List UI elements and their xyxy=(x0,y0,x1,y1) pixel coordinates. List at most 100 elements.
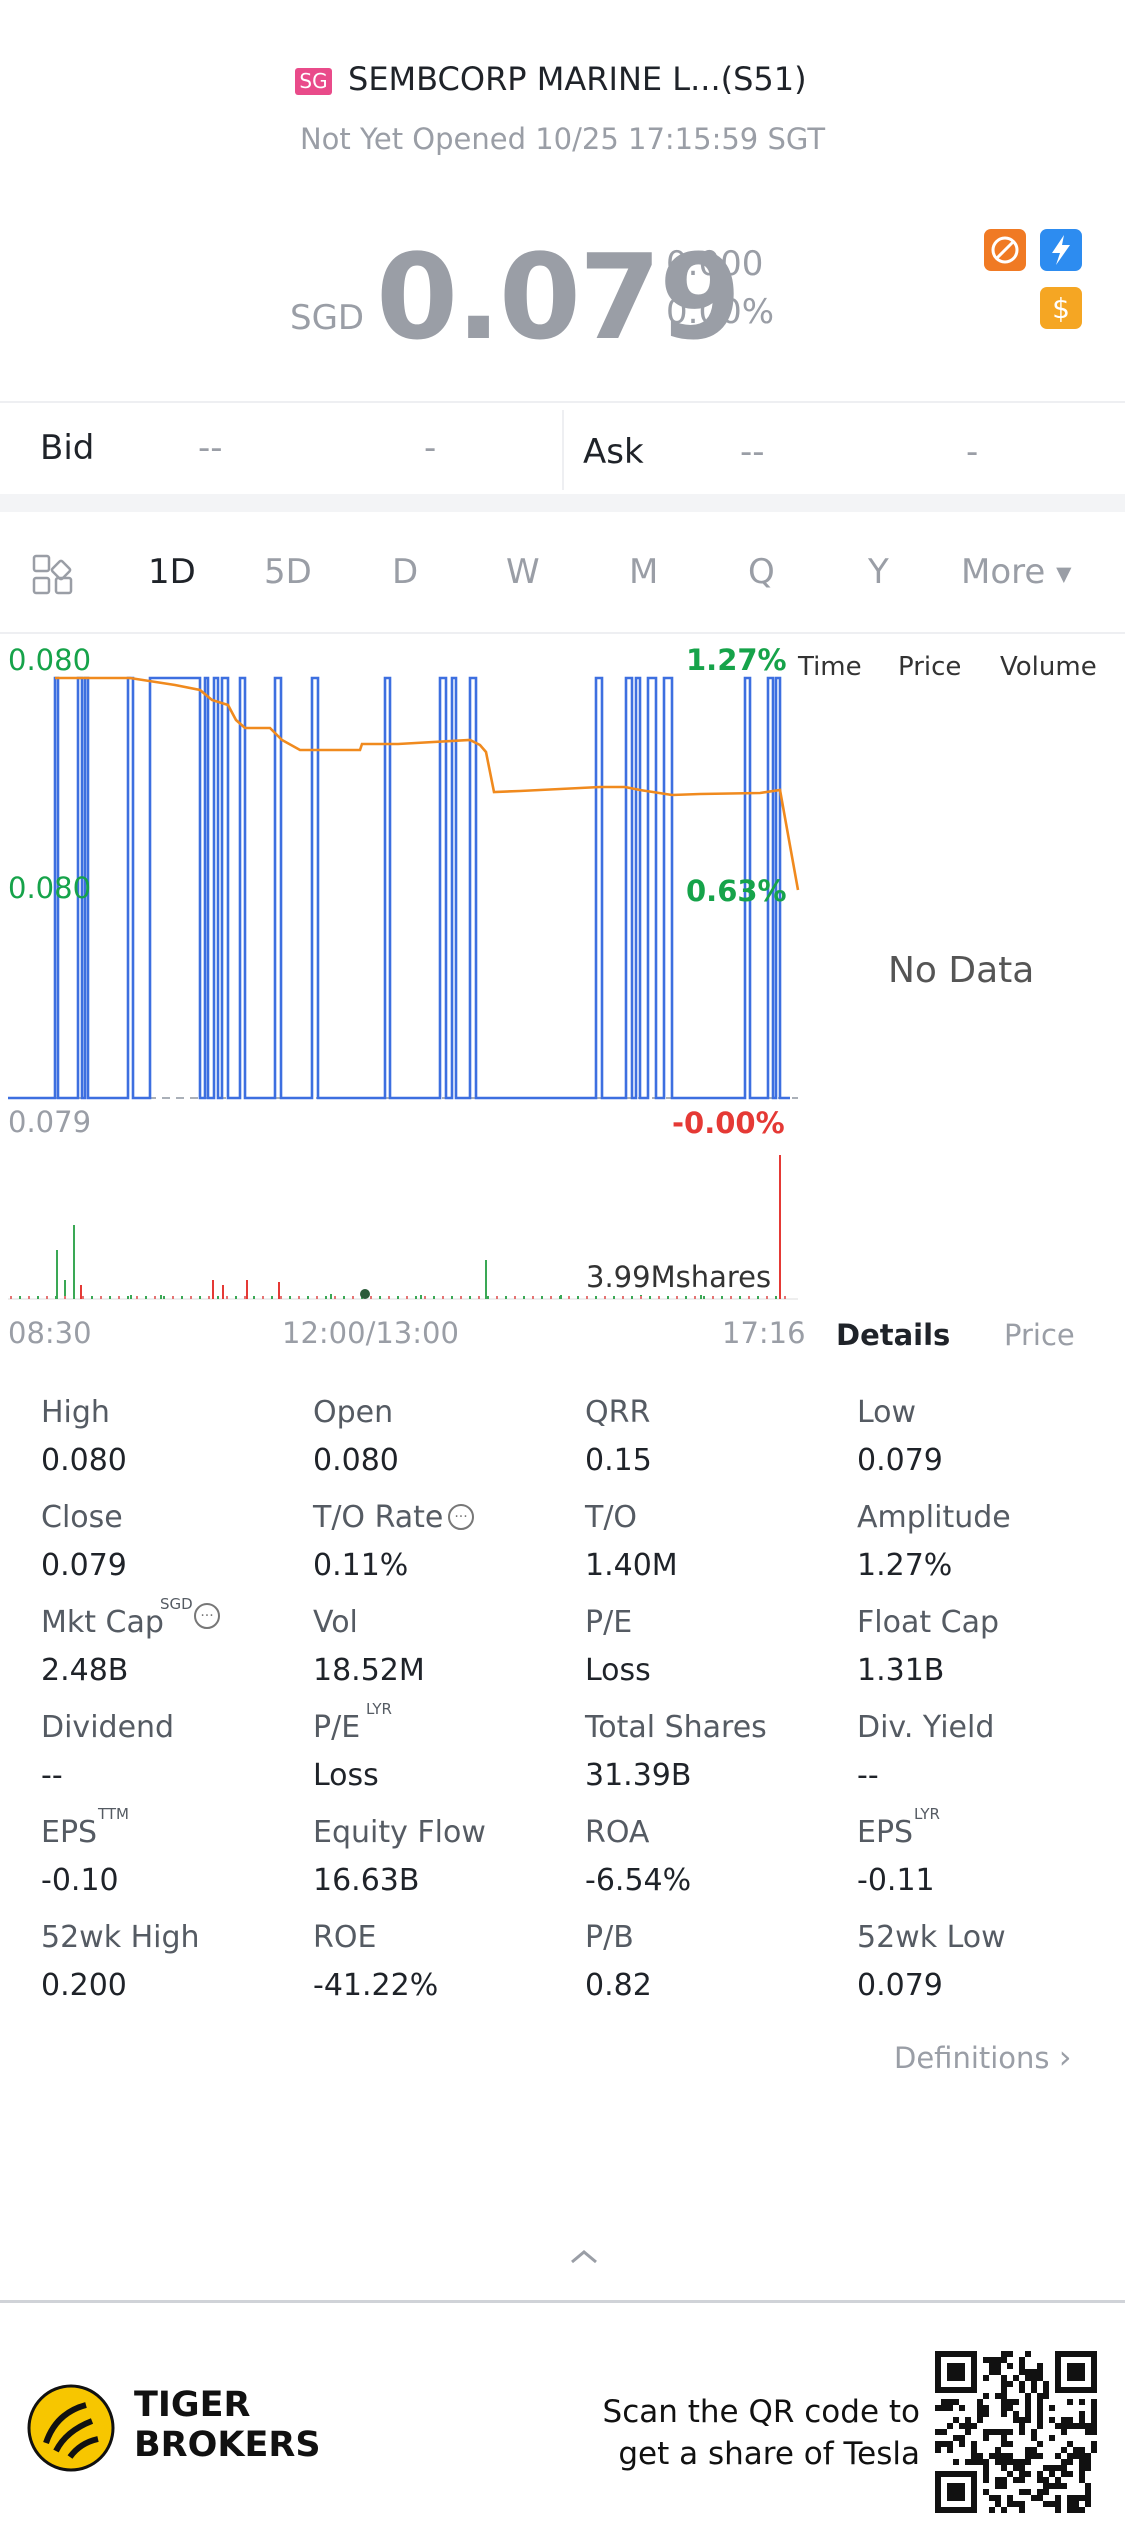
tab-y[interactable]: Y xyxy=(868,552,889,592)
volume-bar xyxy=(460,1296,462,1299)
pct-label-top: 1.27% xyxy=(686,643,787,677)
tab-w[interactable]: W xyxy=(506,552,540,592)
stat-qrr-value: 0.15 xyxy=(585,1443,652,1478)
stat-total-shares-value: 31.39B xyxy=(585,1758,692,1793)
tab-1d[interactable]: 1D xyxy=(148,552,196,592)
stat-dividend-label: Dividend xyxy=(41,1710,175,1745)
promo-text: Scan the QR code to get a share of Tesla xyxy=(560,2391,920,2475)
volume-bar xyxy=(613,1296,615,1299)
caret-down-icon: ▼ xyxy=(1056,561,1072,586)
more-info-icon[interactable]: ··· xyxy=(448,1504,474,1530)
stat-52wk-high-value: 0.200 xyxy=(41,1968,127,2003)
volume-total-label: 3.99Mshares xyxy=(586,1260,772,1294)
stat-equity-flow-value: 16.63B xyxy=(313,1863,420,1898)
volume-bar xyxy=(631,1296,633,1299)
lightning-icon[interactable] xyxy=(1040,229,1082,271)
volume-bar xyxy=(397,1296,399,1299)
volume-bar xyxy=(181,1296,183,1299)
volume-bar xyxy=(190,1296,192,1299)
stat-qrr-label: QRR xyxy=(585,1395,651,1430)
ask-price: -- xyxy=(740,432,765,472)
volume-bar xyxy=(208,1296,210,1299)
trades-header-volume: Volume xyxy=(1000,652,1097,682)
volume-bar xyxy=(325,1296,327,1299)
volume-bar xyxy=(559,1296,561,1299)
grid-layout-icon[interactable] xyxy=(32,554,74,600)
stat-equity-flow-label: Equity Flow xyxy=(313,1815,486,1850)
tab-5d[interactable]: 5D xyxy=(264,552,312,592)
tab-details[interactable]: Details xyxy=(836,1318,951,1352)
market-tag: SG xyxy=(295,68,332,95)
volume-bar xyxy=(73,1296,75,1299)
ask-label: Ask xyxy=(583,432,644,472)
tab-price[interactable]: Price xyxy=(1004,1318,1075,1352)
volume-bar xyxy=(784,1296,786,1299)
volume-bar xyxy=(253,1296,255,1299)
volume-bar xyxy=(757,1296,759,1299)
y-label-top: 0.080 xyxy=(8,643,92,677)
stat-52wk-low-value: 0.079 xyxy=(857,1968,943,2003)
volume-bar xyxy=(127,1296,129,1299)
stat-high-label: High xyxy=(41,1395,110,1430)
volume-bar xyxy=(658,1296,660,1299)
volume-bar xyxy=(10,1296,12,1299)
brand-line1: TIGER xyxy=(134,2385,251,2425)
volume-bar xyxy=(307,1296,309,1299)
bid-size: - xyxy=(424,428,437,468)
volume-bar xyxy=(379,1296,381,1299)
bid-label: Bid xyxy=(40,428,95,468)
volume-bar xyxy=(640,1296,642,1299)
x-label-end: 17:16 xyxy=(722,1316,806,1350)
tab-q[interactable]: Q xyxy=(748,552,775,592)
stat-vol-value: 18.52M xyxy=(313,1653,425,1688)
volume-bar xyxy=(55,1296,57,1299)
price-change: 0.000 xyxy=(666,244,764,284)
volume-bar xyxy=(271,1296,273,1299)
stat-roa-value: -6.54% xyxy=(585,1863,692,1898)
chevron-up-icon[interactable] xyxy=(566,2244,602,2272)
volume-bar xyxy=(485,1260,487,1299)
volume-bar xyxy=(730,1296,732,1299)
stat-amplitude-label: Amplitude xyxy=(857,1500,1011,1535)
volume-bar xyxy=(442,1296,444,1299)
y-label-bottom: 0.079 xyxy=(8,1105,92,1139)
dollar-icon[interactable]: $ xyxy=(1040,287,1082,329)
volume-bar xyxy=(766,1296,768,1299)
volume-bar xyxy=(622,1296,624,1299)
volume-bar xyxy=(487,1296,489,1299)
trades-header-price: Price xyxy=(898,652,962,682)
intraday-chart[interactable] xyxy=(0,640,810,1310)
volume-bar xyxy=(370,1296,372,1299)
divider xyxy=(0,632,1125,634)
volume-bar xyxy=(289,1296,291,1299)
stat-to-label: T/O xyxy=(585,1500,638,1535)
volume-bar xyxy=(334,1296,336,1299)
tab-d[interactable]: D xyxy=(392,552,419,592)
definitions-label: Definitions xyxy=(894,2041,1050,2075)
footer-divider xyxy=(0,2300,1125,2303)
volume-bar xyxy=(172,1296,174,1299)
volume-bar xyxy=(478,1296,480,1299)
qr-code[interactable] xyxy=(935,2351,1097,2513)
definitions-link[interactable]: Definitions › xyxy=(894,2038,1072,2076)
more-info-icon[interactable]: ··· xyxy=(194,1603,220,1629)
stat-total-shares-label: Total Shares xyxy=(585,1710,767,1745)
tab-more-label: More xyxy=(961,552,1046,592)
volume-marker xyxy=(360,1289,370,1299)
stat-mkt-cap-label: Mkt Cap xyxy=(41,1605,164,1640)
no-short-icon[interactable] xyxy=(984,229,1026,271)
stat-to-value: 1.40M xyxy=(585,1548,678,1583)
pct-label-mid: 0.63% xyxy=(686,874,787,908)
promo-line2: get a share of Tesla xyxy=(618,2436,920,2472)
stat-mkt-cap-value: 2.48B xyxy=(41,1653,129,1688)
ask-size: - xyxy=(966,432,979,472)
stat-roe-value: -41.22% xyxy=(313,1968,439,2003)
tab-m[interactable]: M xyxy=(629,552,659,592)
brand-line2: BROKERS xyxy=(134,2425,321,2465)
volume-bar xyxy=(523,1296,525,1299)
stat-52wk-low-label: 52wk Low xyxy=(857,1920,1006,1955)
stat-pb-value: 0.82 xyxy=(585,1968,652,2003)
stat-open-value: 0.080 xyxy=(313,1443,399,1478)
volume-bar xyxy=(433,1296,435,1299)
tab-more[interactable]: More ▼ xyxy=(961,552,1072,592)
